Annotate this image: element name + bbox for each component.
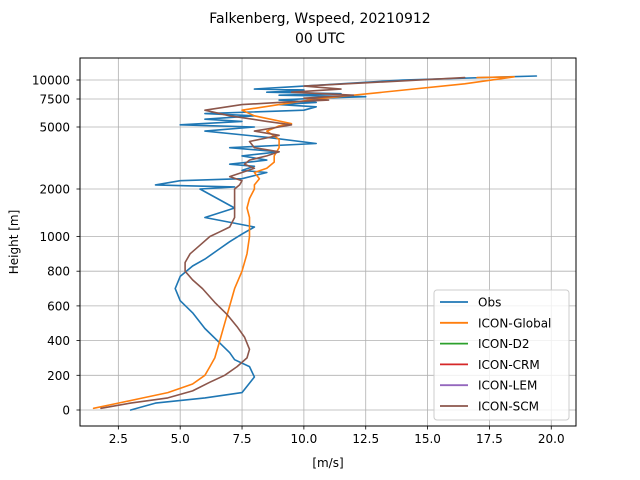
legend-label-icon-crm: ICON-CRM xyxy=(478,358,540,372)
x-tick-label: 7.5 xyxy=(232,432,251,446)
chart-title-line1: Falkenberg, Wspeed, 20210912 xyxy=(209,11,430,27)
legend-label-icon-lem: ICON-LEM xyxy=(478,379,537,393)
y-tick-label: 2000 xyxy=(39,183,70,197)
y-tick-label: 5000 xyxy=(39,121,70,135)
series-layer xyxy=(92,75,538,411)
y-tick-label: 400 xyxy=(47,334,70,348)
y-tick-label: 200 xyxy=(47,369,70,383)
plot-frame xyxy=(79,57,577,427)
x-tick-label: 2.5 xyxy=(109,432,128,446)
legend-label-icon-global: ICON-Global xyxy=(478,316,551,330)
legend-label-obs: Obs xyxy=(478,296,501,310)
x-tick-label: 15.0 xyxy=(414,432,441,446)
y-tick-label: 10000 xyxy=(32,74,70,88)
legend-label-icon-scm: ICON-SCM xyxy=(478,400,539,414)
x-tick-label: 5.0 xyxy=(171,432,190,446)
y-tick-label: 600 xyxy=(47,299,70,313)
x-tick-label: 20.0 xyxy=(538,432,565,446)
x-tick-label: 10.0 xyxy=(291,432,318,446)
x-tick-label: 12.5 xyxy=(352,432,379,446)
y-tick-label: 800 xyxy=(47,265,70,279)
y-tick-label: 1000 xyxy=(39,230,70,244)
x-tick-label: 17.5 xyxy=(476,432,503,446)
y-axis-label: Height [m] xyxy=(7,210,21,275)
chart-title-line2: 00 UTC xyxy=(295,31,345,47)
legend-label-icon-d2: ICON-D2 xyxy=(478,337,530,351)
y-tick-label: 7500 xyxy=(39,93,70,107)
series-line-icon-global xyxy=(92,76,516,410)
ticks: 2.5 5.0 7.5 10.0 12.5 15.0 17.5 20.0 0 200 400 600 8… xyxy=(32,74,565,447)
x-axis-label: [m/s] xyxy=(312,456,343,470)
y-tick-label: 0 xyxy=(62,404,70,418)
legend: Obs ICON-Global ICON-D2 ICON-CRM ICON-LEM ICO… xyxy=(433,289,570,421)
series-line-icon-scm xyxy=(100,76,466,410)
